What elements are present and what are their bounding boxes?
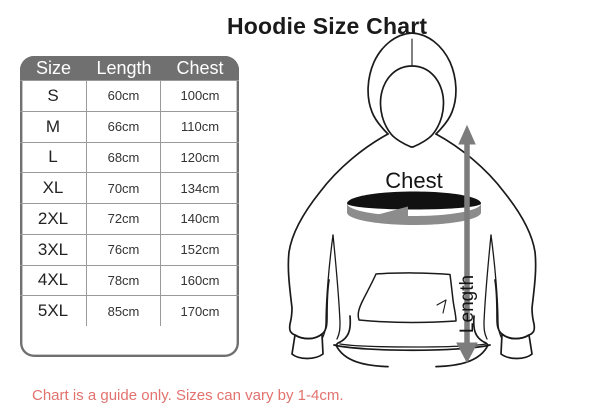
svg-text:Length: Length [457, 275, 478, 333]
svg-text:Chest: Chest [385, 168, 442, 193]
